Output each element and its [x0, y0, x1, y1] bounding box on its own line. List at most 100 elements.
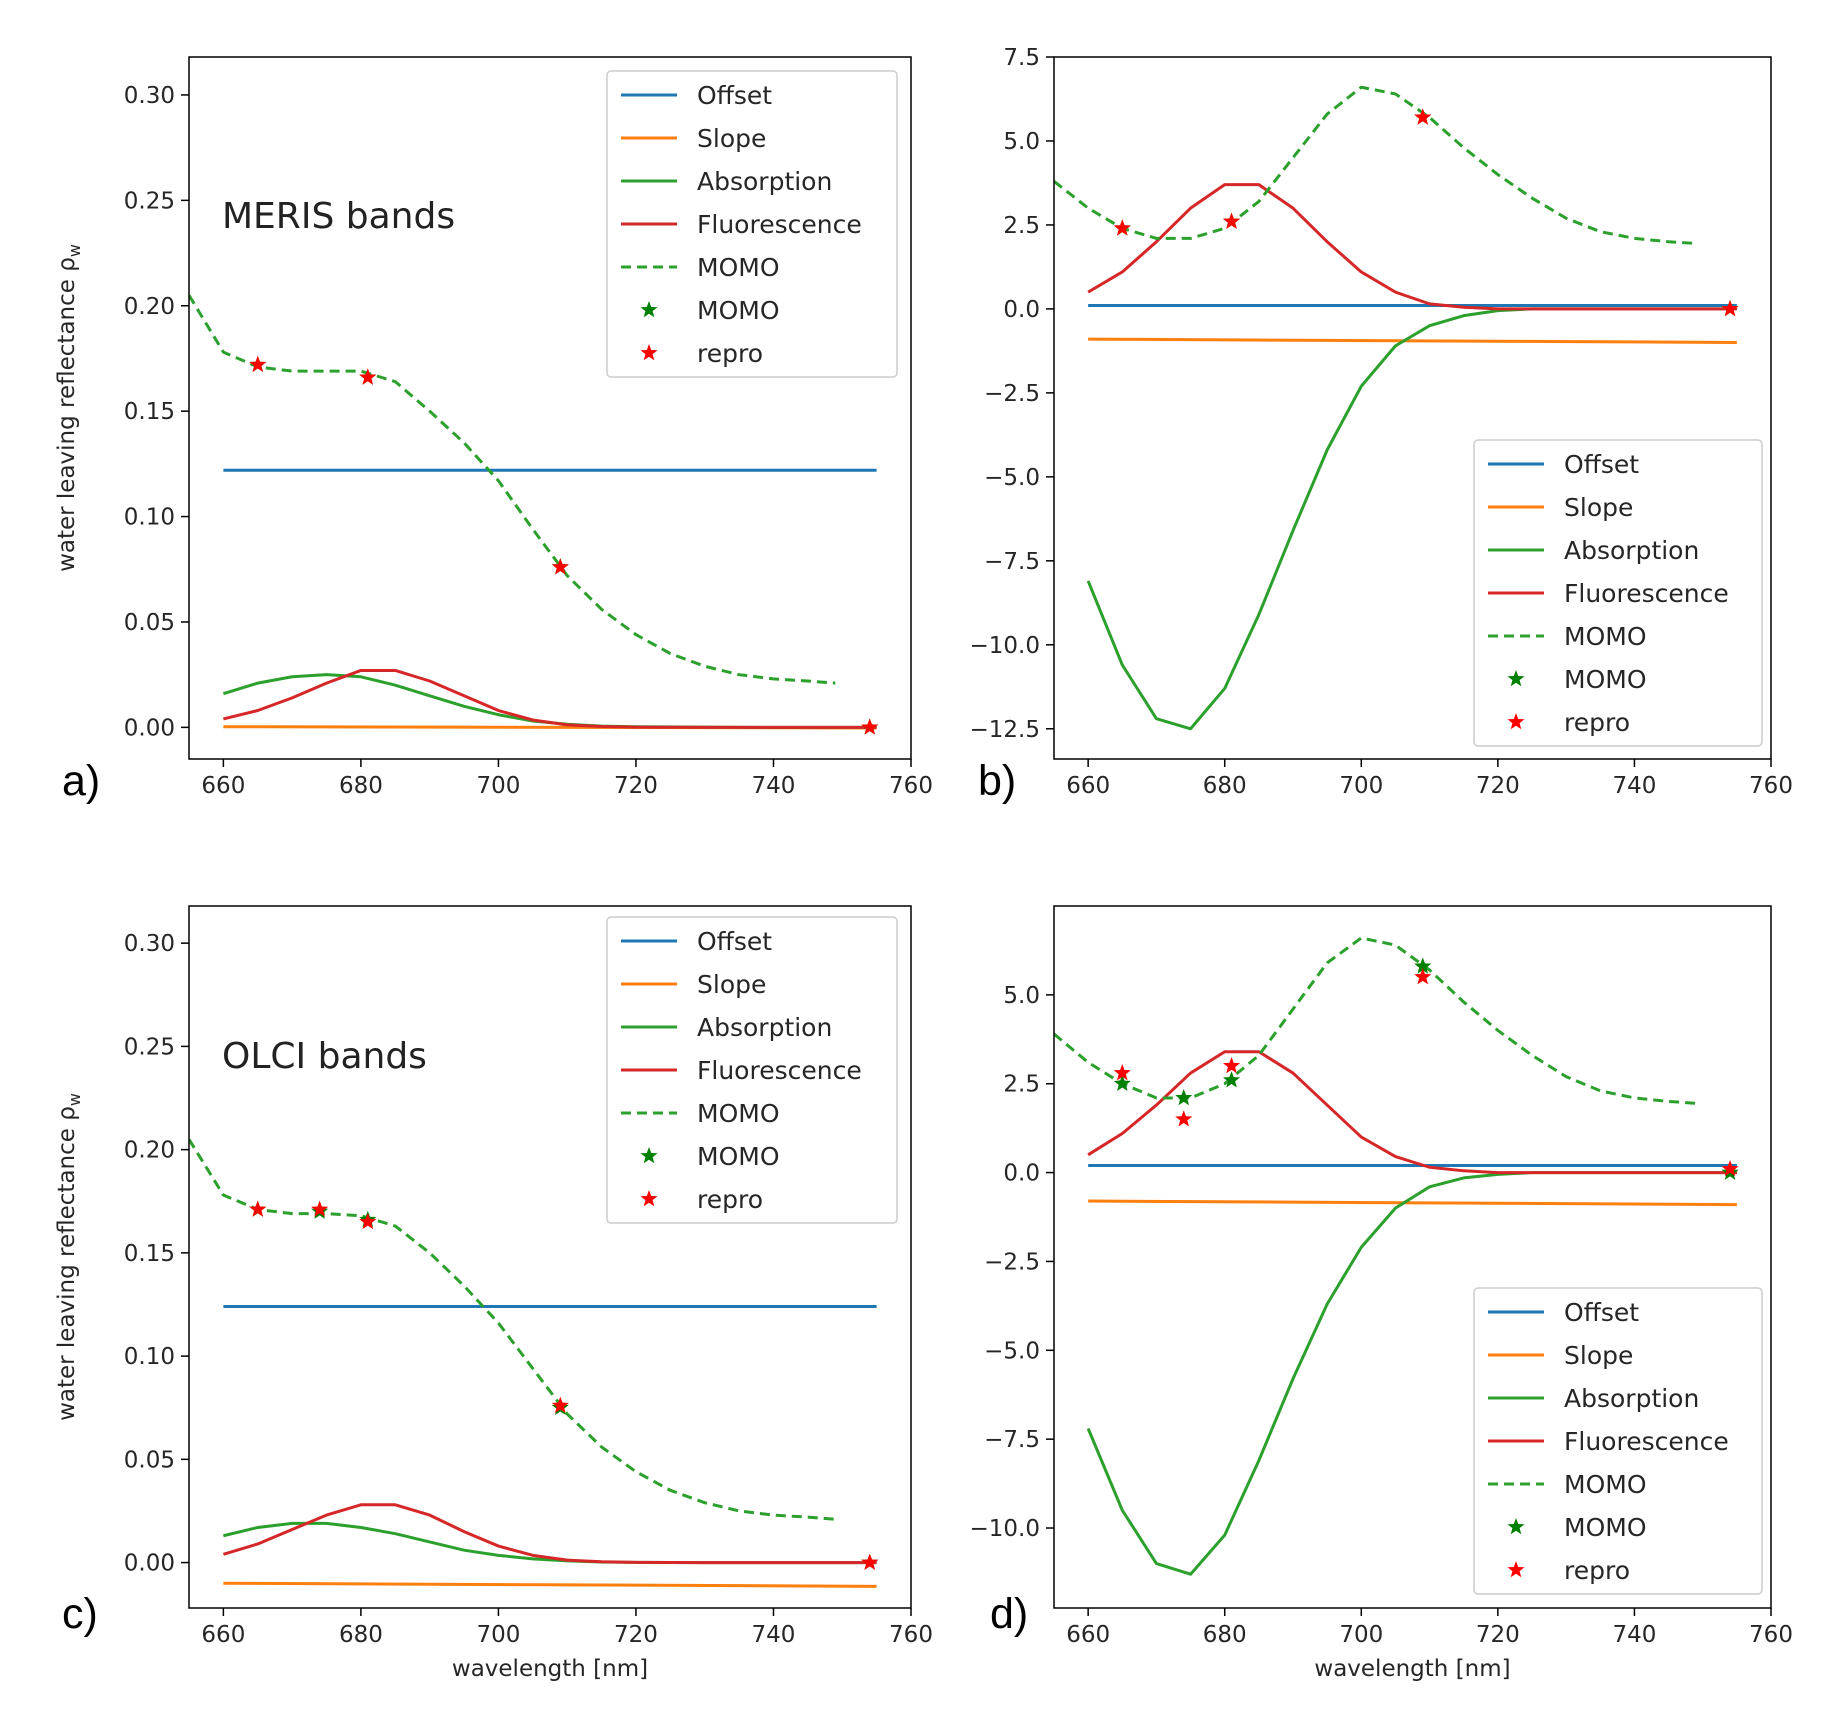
- repro-star-point: [551, 1396, 569, 1413]
- legend-label: Slope: [697, 970, 766, 999]
- legend-label: Offset: [1564, 450, 1639, 479]
- legend-box: [1473, 1287, 1763, 1595]
- y-tick-label: 0.10: [124, 505, 175, 531]
- momo-star-point: [1414, 957, 1432, 974]
- series-fluorescence: [223, 668, 877, 729]
- legend-label: repro: [697, 339, 763, 368]
- legend-handle-momo-star: [640, 301, 658, 318]
- axes-frame: [1053, 905, 1772, 1609]
- y-tick-label: 0.00: [124, 1551, 175, 1577]
- y-axis-label-main: water leaving reflectance ρ: [54, 1106, 80, 1421]
- series-momo-line: [189, 294, 836, 685]
- legend-handle-repro-star: [640, 1190, 658, 1207]
- x-tick-label: 740: [1612, 773, 1656, 799]
- x-tick-label: 740: [752, 1622, 796, 1648]
- series-fluorescence: [1087, 183, 1737, 311]
- x-tick-label: 720: [614, 773, 658, 799]
- y-tick-label: −12.5: [970, 717, 1040, 743]
- x-tick-label: 720: [1476, 773, 1520, 799]
- legend-label: MOMO: [1564, 622, 1647, 651]
- panel-letter: d): [990, 1590, 1028, 1638]
- series-slope: [1088, 337, 1737, 344]
- legend-label: MOMO: [697, 253, 780, 282]
- x-tick-label: 720: [1476, 1622, 1520, 1648]
- y-tick-label: −2.5: [984, 1249, 1040, 1275]
- series-slope: [1088, 1199, 1737, 1207]
- legend: Offset Slope Absorption Fluorescence MOMO MOM…: [606, 70, 898, 378]
- repro-star-point: [249, 355, 267, 373]
- momo-star-point: [1113, 1074, 1131, 1091]
- repro-star-point: [1113, 219, 1131, 236]
- y-tick-label: 0.30: [124, 931, 175, 957]
- x-tick-label: 760: [1749, 1622, 1793, 1648]
- repro-star-point: [1414, 108, 1432, 125]
- legend-handle-repro-star: [640, 344, 658, 361]
- repro-star-point: [1175, 1110, 1193, 1127]
- y-axis-label-subscript: w: [65, 244, 84, 257]
- axes-frame: [1053, 56, 1772, 760]
- repro-star-point: [861, 718, 879, 735]
- series-repro-star: [249, 355, 879, 735]
- legend: Offset Slope Absorption Fluorescence MOMO MOM…: [1473, 1287, 1763, 1595]
- x-tick-label: 760: [889, 1622, 933, 1648]
- legend-label: MOMO: [1564, 1513, 1647, 1542]
- legend-label: Fluorescence: [1564, 579, 1729, 608]
- legend-handle-momo-star: [640, 1147, 658, 1164]
- x-tick-label: 720: [614, 1622, 658, 1648]
- chart-panel-b: 660 680 700 720 740 760 −12.5 −10.0 −7.5 −5.0 −2.5…: [970, 45, 1793, 805]
- legend-label: repro: [1564, 708, 1630, 737]
- band-label: MERIS bands: [222, 196, 455, 237]
- legend-handle-repro-star: [1507, 713, 1525, 730]
- legend-handle-repro-star: [1507, 1561, 1525, 1578]
- legend-label: Offset: [697, 927, 772, 956]
- repro-star-point: [861, 1553, 879, 1570]
- y-tick-label: 0.20: [124, 294, 175, 320]
- repro-star-point: [551, 558, 569, 575]
- y-axis-label: water leaving reflectance ρw: [54, 244, 84, 572]
- legend: Offset Slope Absorption Fluorescence MOMO MOM…: [606, 916, 898, 1224]
- y-tick-label: 0.15: [124, 1241, 175, 1267]
- legend: Offset Slope Absorption Fluorescence MOMO MOM…: [1473, 439, 1763, 747]
- repro-star-point: [1113, 1064, 1131, 1081]
- plot-area: [189, 1138, 877, 1588]
- repro-star-point: [359, 1212, 377, 1230]
- band-label: OLCI bands: [222, 1036, 427, 1077]
- legend-label: Offset: [1564, 1298, 1639, 1327]
- y-tick-label: 0.25: [124, 1034, 175, 1060]
- y-tick-label: −5.0: [984, 465, 1040, 491]
- y-tick-label: −10.0: [970, 1516, 1040, 1542]
- y-tick-label: −2.5: [984, 381, 1040, 407]
- legend-label: Absorption: [1564, 536, 1699, 565]
- x-tick-label: 700: [476, 773, 520, 799]
- x-tick-label: 700: [1339, 773, 1383, 799]
- legend-label: Absorption: [697, 167, 832, 196]
- legend-label: repro: [697, 1185, 763, 1214]
- panel-letter: b): [978, 757, 1016, 805]
- axes-frame: [188, 905, 912, 1609]
- legend-label: MOMO: [697, 296, 780, 325]
- series-momo-line: [1054, 936, 1696, 1105]
- panel-letter: a): [62, 757, 100, 805]
- repro-star-point: [311, 1200, 329, 1217]
- series-repro-star: [1113, 968, 1739, 1177]
- axes-frame: [188, 56, 912, 760]
- x-tick-label: 680: [339, 773, 383, 799]
- x-tick-label: 760: [889, 773, 933, 799]
- panels: 660 680 700 720 740 760 0.00 0.05 0.10 0.15 0.20 0.…: [54, 45, 1793, 1682]
- repro-star-point: [1222, 212, 1241, 229]
- y-tick-label: 5.0: [1003, 983, 1040, 1009]
- plot-area: [1054, 936, 1737, 1576]
- y-tick-label: 0.30: [124, 83, 175, 109]
- momo-star-point: [1222, 1071, 1241, 1088]
- y-tick-label: 0.0: [1003, 297, 1040, 323]
- chart-panel-c: 660 680 700 720 740 760 0.00 0.05 0.10 0.15 0.20 0.…: [54, 905, 933, 1682]
- legend-label: Absorption: [1564, 1384, 1699, 1413]
- y-axis-label: water leaving reflectance ρw: [54, 1093, 84, 1421]
- x-tick-label: 680: [339, 1622, 383, 1648]
- repro-star-point: [1721, 299, 1739, 317]
- y-tick-label: 0.25: [124, 188, 175, 214]
- y-tick-label: 0.15: [124, 399, 175, 425]
- chart-panel-d: 660 680 700 720 740 760 −10.0 −7.5 −5.0 −2.5 0.0 2.…: [970, 905, 1793, 1682]
- x-tick-label: 760: [1749, 773, 1793, 799]
- repro-star-point: [359, 368, 377, 385]
